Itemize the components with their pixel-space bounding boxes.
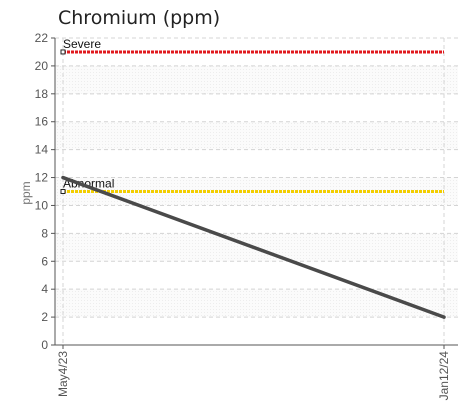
grid-band [55, 289, 458, 318]
abnormal-threshold-marker [60, 189, 66, 194]
y-tick-label: 14 [35, 143, 49, 157]
severe-threshold-label: Severe [63, 37, 101, 51]
y-tick-label: 20 [35, 59, 49, 73]
x-tick-label: May4/23 [56, 351, 70, 397]
y-tick-label: 10 [35, 198, 49, 212]
y-tick-label: 22 [35, 31, 49, 45]
y-tick-label: 16 [35, 115, 49, 129]
series-line [61, 175, 446, 319]
y-axis-label: ppm [19, 181, 33, 204]
grid-band [55, 121, 458, 150]
grid-band [55, 65, 458, 94]
chart-title: Chromium (ppm) [58, 7, 221, 29]
data-point[interactable] [61, 175, 65, 180]
x-tick-label: Jan12/24 [437, 351, 451, 401]
y-tick-label: 6 [41, 254, 48, 268]
y-tick-label: 0 [41, 338, 48, 352]
abnormal-threshold-label: Abnormal [63, 177, 114, 191]
y-tick-label: 8 [41, 226, 48, 240]
y-tick-label: 4 [41, 282, 48, 296]
y-tick-label: 18 [35, 87, 49, 101]
severe-threshold-marker [60, 49, 66, 55]
data-point[interactable] [442, 315, 446, 319]
y-tick-label: 12 [35, 171, 49, 185]
y-tick-label: 2 [41, 310, 48, 324]
